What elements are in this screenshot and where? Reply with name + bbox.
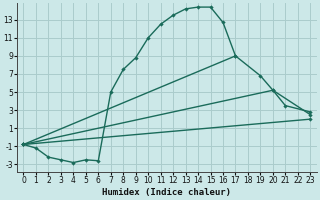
- X-axis label: Humidex (Indice chaleur): Humidex (Indice chaleur): [102, 188, 231, 197]
